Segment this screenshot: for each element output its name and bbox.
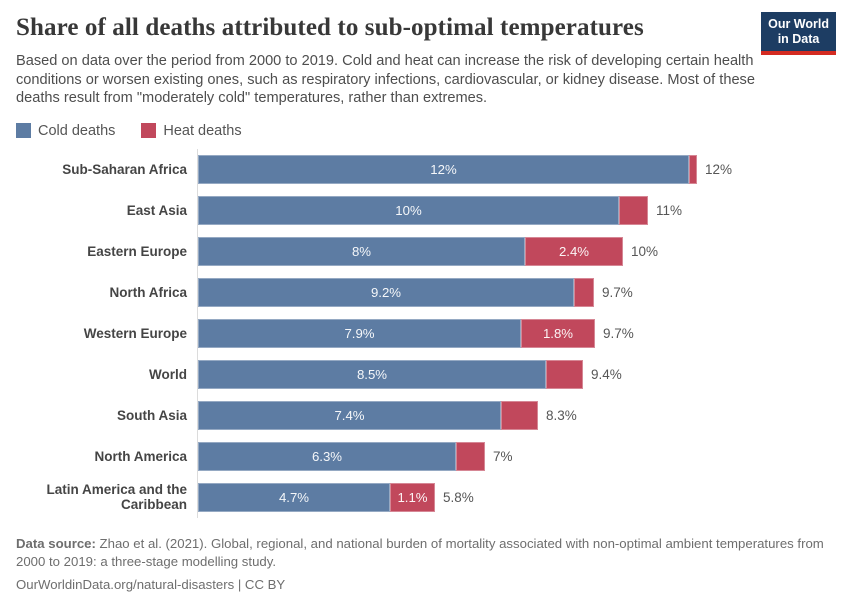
- cold-bar-segment: 6.3%: [198, 441, 456, 471]
- cold-value-label: 8%: [351, 243, 372, 259]
- chart-footer: Data source: Zhao et al. (2021). Global,…: [16, 535, 826, 594]
- owid-logo: Our World in Data: [761, 12, 836, 55]
- data-source-label: Data source:: [16, 535, 96, 551]
- bar-area: 6.3% 7%: [197, 435, 850, 477]
- bar-area: 8% 2.4% 10%: [197, 230, 850, 272]
- total-label: 9.4%: [591, 366, 622, 382]
- heat-bar-segment: [501, 400, 538, 430]
- chart-rows: Sub-Saharan Africa 12% 12% East Asia 10%…: [0, 148, 850, 518]
- cold-value-label: 4.7%: [278, 489, 310, 505]
- category-label: South Asia: [116, 407, 187, 423]
- cold-deaths-swatch-icon: [16, 123, 31, 138]
- chart-subtitle: Based on data over the period from 2000 …: [16, 53, 755, 106]
- heat-value-label: 1.8%: [542, 325, 574, 341]
- category-label: East Asia: [126, 202, 187, 218]
- total-label: 8.3%: [546, 407, 577, 423]
- category-label: Western Europe: [83, 325, 187, 341]
- bar-area: 12% 12%: [197, 148, 850, 190]
- bar-area: 10% 11%: [197, 189, 850, 231]
- category-label: Latin America and the Caribbean: [46, 482, 187, 512]
- legend-item-heat-deaths: Heat deaths: [141, 122, 242, 139]
- cold-value-label: 7.9%: [344, 325, 375, 341]
- heat-bar-segment: 2.4%: [525, 236, 623, 266]
- heat-bar-segment: [619, 195, 648, 225]
- bar-area: 7.4% 8.3%: [197, 394, 850, 436]
- chart-row: North Africa 9.2% 9.7%: [0, 271, 850, 313]
- cold-value-label: 8.5%: [356, 366, 388, 382]
- total-label: 10%: [631, 243, 659, 259]
- cold-bar-segment: 8%: [198, 236, 525, 266]
- chart-row: Western Europe 7.9% 1.8% 9.7%: [0, 312, 850, 354]
- total-label: 7%: [493, 448, 513, 464]
- category-label: Sub-Saharan Africa: [62, 161, 187, 177]
- owid-logo-line2: in Data: [777, 32, 820, 46]
- heat-bar-segment: [456, 441, 485, 471]
- cold-value-label: 12%: [430, 161, 457, 177]
- category-label: World: [149, 366, 187, 382]
- chart-row: South Asia 7.4% 8.3%: [0, 394, 850, 436]
- cold-value-label: 9.2%: [370, 284, 402, 300]
- cold-value-label: 7.4%: [334, 407, 365, 423]
- heat-bar-segment: [689, 154, 697, 184]
- heat-bar-segment: [546, 359, 583, 389]
- total-label: 11%: [656, 202, 683, 218]
- attribution-line: OurWorldinData.org/natural-disasters | C…: [16, 576, 286, 592]
- chart-row: World 8.5% 9.4%: [0, 353, 850, 395]
- page-title: Share of all deaths attributed to sub-op…: [16, 14, 644, 41]
- total-label: 9.7%: [602, 284, 633, 300]
- cold-bar-segment: 4.7%: [198, 482, 390, 512]
- cold-bar-segment: 7.9%: [198, 318, 521, 348]
- legend-label: Cold deaths: [38, 122, 116, 139]
- legend-item-cold-deaths: Cold deaths: [16, 123, 115, 139]
- cold-value-label: 10%: [395, 202, 422, 218]
- data-source-text: Zhao et al. (2021). Global, regional, an…: [16, 535, 824, 569]
- cold-bar-segment: 7.4%: [198, 400, 501, 430]
- heat-value-label: 1.1%: [397, 489, 428, 505]
- cold-value-label: 6.3%: [311, 448, 343, 464]
- heat-value-label: 2.4%: [558, 243, 590, 259]
- heat-bar-segment: 1.1%: [390, 482, 435, 512]
- bar-area: 7.9% 1.8% 9.7%: [197, 312, 850, 354]
- heat-bar-segment: 1.8%: [521, 318, 595, 348]
- cold-bar-segment: 12%: [198, 154, 689, 184]
- data-source-line: Data source: Zhao et al. (2021). Global,…: [16, 535, 826, 571]
- total-label: 9.7%: [603, 325, 634, 341]
- category-label: North Africa: [109, 284, 187, 300]
- chart-row: Sub-Saharan Africa 12% 12%: [0, 148, 850, 190]
- cold-bar-segment: 9.2%: [198, 277, 574, 307]
- chart-row: East Asia 10% 11%: [0, 189, 850, 231]
- category-label: Eastern Europe: [87, 243, 187, 259]
- heat-bar-segment: [574, 277, 594, 307]
- legend: Cold deaths Heat deaths: [16, 122, 834, 140]
- bar-area: 9.2% 9.7%: [197, 271, 850, 313]
- total-label: 12%: [705, 161, 733, 177]
- heat-deaths-swatch-icon: [141, 123, 157, 138]
- chart-row: Eastern Europe 8% 2.4% 10%: [0, 230, 850, 272]
- cold-bar-segment: 10%: [198, 195, 619, 225]
- owid-logo-line1: Our World: [768, 17, 829, 31]
- total-label: 5.8%: [443, 489, 474, 505]
- cold-bar-segment: 8.5%: [198, 359, 546, 389]
- chart-row: Latin America and the Caribbean 4.7% 1.1…: [0, 476, 850, 518]
- legend-label: Heat deaths: [163, 122, 242, 139]
- chart-row: North America 6.3% 7%: [0, 435, 850, 477]
- bar-area: 8.5% 9.4%: [197, 353, 850, 395]
- chart-header: Share of all deaths attributed to sub-op…: [0, 0, 850, 108]
- bar-area: 4.7% 1.1% 5.8%: [197, 476, 850, 518]
- bar-chart: Sub-Saharan Africa 12% 12% East Asia 10%…: [0, 148, 850, 518]
- category-label: North America: [94, 448, 187, 464]
